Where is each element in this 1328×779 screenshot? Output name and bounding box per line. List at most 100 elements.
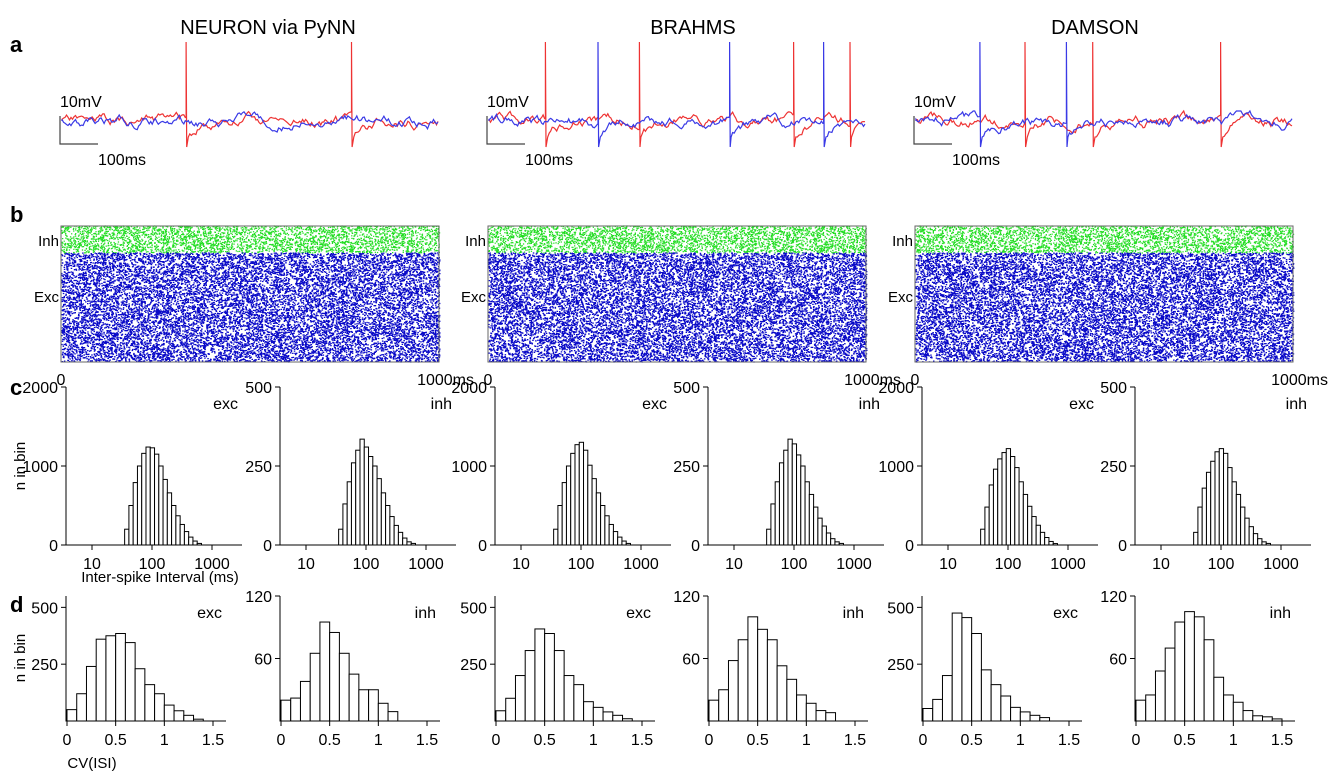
histogram-bar xyxy=(573,684,585,722)
histogram-bar xyxy=(727,660,739,722)
y-tick-label: 120 xyxy=(673,589,700,606)
histogram-bar xyxy=(299,680,311,722)
x-tick-label: 1000 xyxy=(623,556,659,573)
histogram-bar xyxy=(984,506,990,546)
histogram-bar xyxy=(393,524,399,546)
x-tick-label: 100 xyxy=(781,556,808,573)
histogram-bar xyxy=(574,444,580,546)
histogram-bar xyxy=(796,454,802,546)
histogram-bar xyxy=(290,697,301,722)
histogram-bar xyxy=(149,447,156,546)
x-tick-label: 0.5 xyxy=(1174,732,1196,749)
isi-histogram: 0 1000 2000 10 100 1000 exc xyxy=(22,380,242,573)
histogram-bar xyxy=(1201,487,1207,546)
histogram-bar xyxy=(342,503,348,546)
cv-y-axis-label: n in bin xyxy=(12,634,29,682)
histogram-bar xyxy=(338,528,344,546)
excitatory-voltage-trace xyxy=(915,41,1293,148)
x-tick-label: 100 xyxy=(1208,556,1235,573)
y-tick-label: 0 xyxy=(905,538,914,555)
histogram-bar xyxy=(1271,718,1283,722)
histogram-bar xyxy=(162,478,168,546)
y-tick-label: 500 xyxy=(1100,380,1127,397)
scale-bar-voltage-label: 10mV xyxy=(60,94,102,111)
histogram-bar xyxy=(124,528,130,546)
histogram-bar xyxy=(1205,471,1212,546)
isi-histogram: 0 1000 2000 10 100 1000 exc xyxy=(878,380,1098,573)
histogram-bar xyxy=(144,684,156,722)
excitatory-voltage-trace xyxy=(488,41,866,148)
histogram-bar xyxy=(163,704,175,722)
raster-x-tick: 0 xyxy=(57,372,66,389)
histogram-bar xyxy=(183,714,195,722)
hist-label: inh xyxy=(431,396,452,413)
histogram-bar xyxy=(1000,695,1012,722)
histogram-bar xyxy=(1027,505,1033,546)
histogram-bar xyxy=(553,650,565,722)
x-tick-label: 1.5 xyxy=(202,732,224,749)
histogram-bar xyxy=(124,642,136,722)
histogram-bar xyxy=(183,531,190,546)
histogram-bar xyxy=(309,652,321,722)
inhibitory-voltage-trace xyxy=(488,41,866,148)
histogram-bar xyxy=(1213,676,1225,722)
x-tick-label: 10 xyxy=(512,556,530,573)
y-tick-label: 60 xyxy=(254,652,272,669)
histogram-bar xyxy=(621,540,627,546)
raster-exc-label: Exc xyxy=(888,289,914,306)
histogram-bar xyxy=(1135,699,1147,722)
histogram-bar xyxy=(1193,531,1199,546)
histogram-bar xyxy=(941,675,953,722)
histogram-bar xyxy=(66,709,78,722)
voltage-trace-subplot: 10mV 100ms xyxy=(59,41,439,169)
y-tick-label: 250 xyxy=(673,459,700,476)
histogram-bar xyxy=(587,464,593,546)
histogram-bar xyxy=(350,462,357,546)
histogram-bar xyxy=(1048,540,1054,546)
scale-bar xyxy=(913,116,952,145)
y-tick-label: 1000 xyxy=(878,459,914,476)
histogram-bar xyxy=(980,528,986,546)
histogram-bar xyxy=(932,698,943,722)
hist-label: exc xyxy=(213,396,238,413)
x-tick-label: 0.5 xyxy=(105,732,127,749)
hist-label: inh xyxy=(859,396,880,413)
histogram-bar xyxy=(524,650,536,722)
histogram-bar xyxy=(825,532,832,546)
y-tick-label: 60 xyxy=(1109,652,1127,669)
histogram-bar xyxy=(188,536,194,546)
histogram-bar xyxy=(783,449,789,546)
excitatory-spikes xyxy=(61,252,441,363)
y-tick-label: 250 xyxy=(460,657,487,674)
histogram-bar xyxy=(997,458,1003,546)
x-tick-label: 10 xyxy=(725,556,743,573)
y-tick-label: 250 xyxy=(1100,459,1127,476)
histogram-bar xyxy=(158,465,164,546)
histogram-bar xyxy=(1052,543,1058,546)
histogram-bar xyxy=(805,702,817,722)
panel-a-voltage-traces: 10mV 100ms 10mV 100ms 10mV 100ms xyxy=(59,41,1293,169)
x-tick-label: 1 xyxy=(160,732,169,749)
histogram-bar xyxy=(1231,481,1237,546)
raster-inh-label: Inh xyxy=(892,233,913,250)
hist-label: inh xyxy=(843,605,864,622)
voltage-trace-subplot: 10mV 100ms xyxy=(486,41,866,169)
simulator-title: BRAHMS xyxy=(650,17,736,39)
histogram-bar xyxy=(319,621,331,722)
histogram-bar xyxy=(737,639,749,722)
panel-letter-c: c xyxy=(10,375,22,400)
histogram-bar xyxy=(557,505,563,546)
inhibitory-spikes xyxy=(61,225,441,254)
histogram-bar xyxy=(368,456,374,546)
cv-histogram: 250 500 0 0.5 1 1.5 exc xyxy=(460,596,655,749)
histogram-bar xyxy=(774,481,780,546)
histogram-bar xyxy=(1039,531,1046,546)
histogram-bar xyxy=(786,678,798,722)
panel-d-cv-histograms: 250 500 0 0.5 1 1.5 exc 60 120 0 0.5 1 1.5 inh 250 500 0… xyxy=(12,589,1295,772)
histogram-bar xyxy=(766,528,772,546)
histogram-bar xyxy=(1203,639,1215,722)
histogram-bar xyxy=(358,689,370,722)
histogram-bar xyxy=(495,710,507,722)
histogram-bar xyxy=(132,482,138,546)
histogram-bar xyxy=(136,465,143,546)
